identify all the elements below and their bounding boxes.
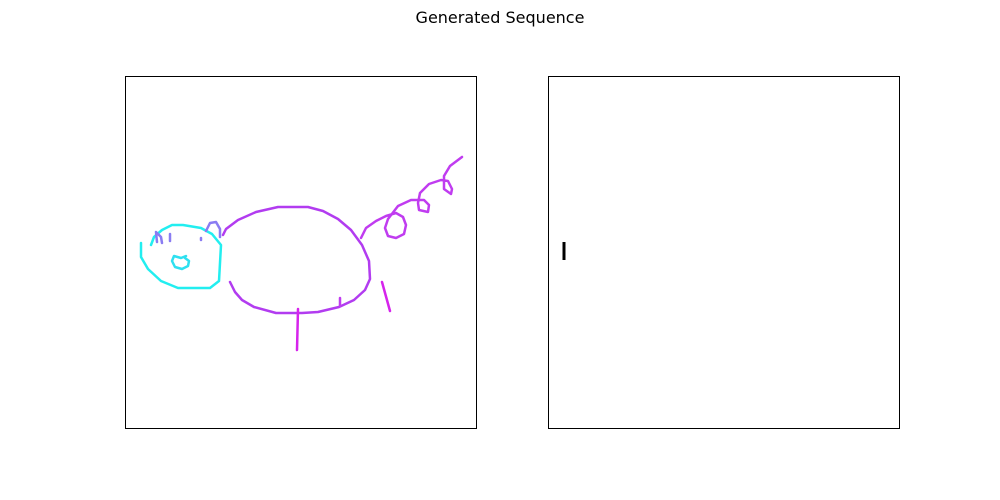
pig-front-leg xyxy=(295,307,300,352)
drawing-panel-left xyxy=(125,76,477,429)
pig-ear-left xyxy=(154,230,164,245)
pig-body-stroke xyxy=(221,205,372,315)
pig-ear-right xyxy=(204,220,222,239)
pig-head-stroke xyxy=(139,223,223,290)
drawing-panel-right xyxy=(548,76,900,429)
pig-tail-stroke xyxy=(359,155,464,240)
pig-snout-stroke xyxy=(170,254,191,271)
figure-title: Generated Sequence xyxy=(415,8,585,27)
single-stroke-sketch xyxy=(562,242,566,260)
pig-back-leg xyxy=(380,280,392,313)
pig-sketch xyxy=(139,155,464,352)
